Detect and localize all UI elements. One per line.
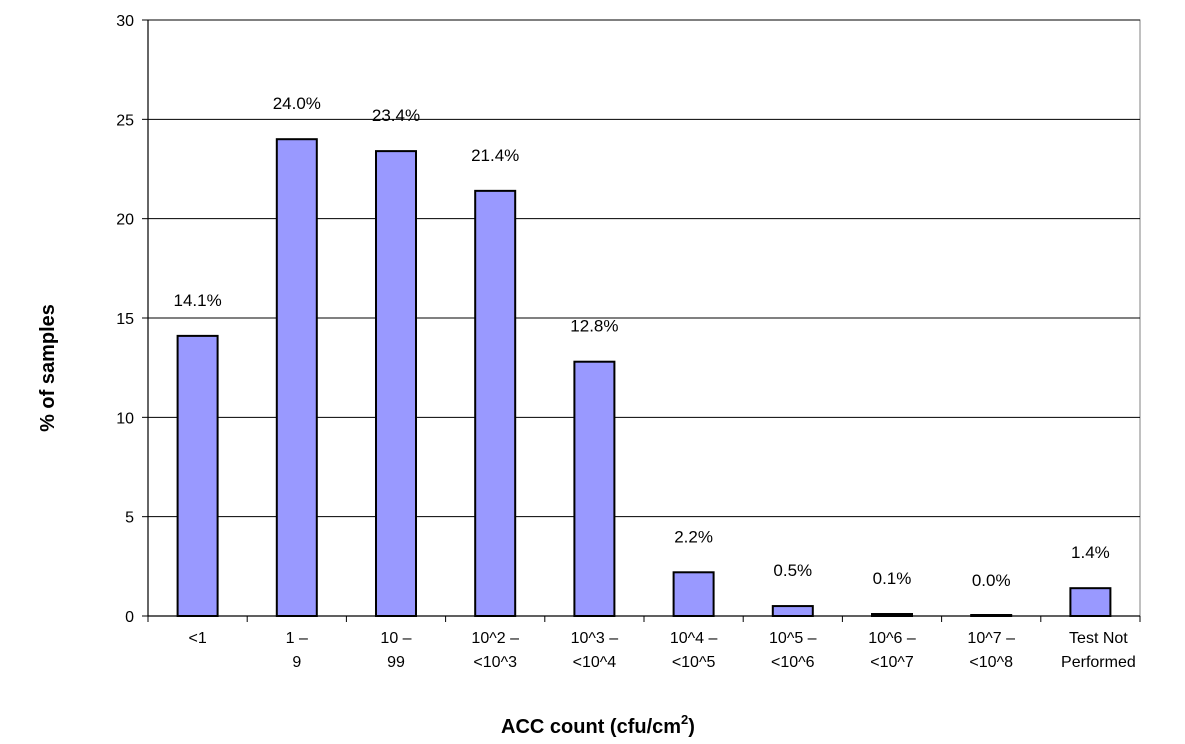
x-axis-title-superscript: 2 <box>681 712 688 727</box>
y-tick-label: 10 <box>116 410 134 427</box>
x-axis-title: ACC count (cfu/cm2) <box>501 712 695 738</box>
bars <box>176 138 1112 617</box>
data-label: 21.4% <box>471 146 519 165</box>
bar <box>672 571 715 617</box>
data-label: 12.8% <box>570 317 618 336</box>
x-tick-label: 1 –9 <box>286 630 308 671</box>
y-tick-labels: 0 5 10 15 20 25 30 <box>116 13 134 626</box>
y-tick-label: 30 <box>116 13 134 30</box>
bar <box>573 360 616 617</box>
axes <box>142 19 1141 622</box>
bar <box>176 334 219 617</box>
x-tick-label: 10^6 – <10^7 <box>868 630 916 671</box>
x-tick-label: 10^3 – <10^4 <box>571 630 619 671</box>
y-tick-label: 25 <box>116 112 134 129</box>
x-tick-label: Test Not Performed <box>1061 630 1136 671</box>
data-label: 14.1% <box>173 291 221 310</box>
y-tick-label: 15 <box>116 311 134 328</box>
data-label: 1.4% <box>1071 543 1110 562</box>
bar <box>1069 587 1112 617</box>
y-tick-label: 0 <box>125 609 134 626</box>
bar <box>275 138 318 617</box>
data-label: 24.0% <box>273 94 321 113</box>
x-axis-title-main: ACC count (cfu/cm <box>501 716 681 738</box>
x-tick-label: 10^4 – <10^5 <box>670 630 718 671</box>
y-axis-title: % of samples <box>37 304 59 432</box>
data-labels: 14.1% 24.0% 23.4% 21.4% 12.8% 2.2% 0.5% 0.1% 0.0… <box>173 94 1109 590</box>
bar <box>375 150 417 617</box>
x-tick-labels: <1 1 –9 10 –99 10^2 – <10^3 10^3 – <10^4 10^4 –… <box>188 630 1135 671</box>
data-label: 2.2% <box>674 527 713 546</box>
x-axis-title-suffix: ) <box>688 716 695 738</box>
data-label: 0.0% <box>972 571 1011 590</box>
y-tick-label: 5 <box>125 510 134 527</box>
bar <box>474 189 517 617</box>
x-tick-label: 10^5 – <10^6 <box>769 630 817 671</box>
data-label: 23.4% <box>372 106 420 125</box>
y-tick-label: 20 <box>116 212 134 229</box>
x-tick-label: <1 <box>188 630 206 647</box>
x-tick-label: 10^7 – <10^8 <box>967 630 1015 671</box>
x-tick-label: 10^2 – <10^3 <box>471 630 519 671</box>
x-tick-label: 10 –99 <box>380 630 411 671</box>
data-label: 0.5% <box>773 561 812 580</box>
data-label: 0.1% <box>873 569 912 588</box>
bar <box>771 605 814 617</box>
